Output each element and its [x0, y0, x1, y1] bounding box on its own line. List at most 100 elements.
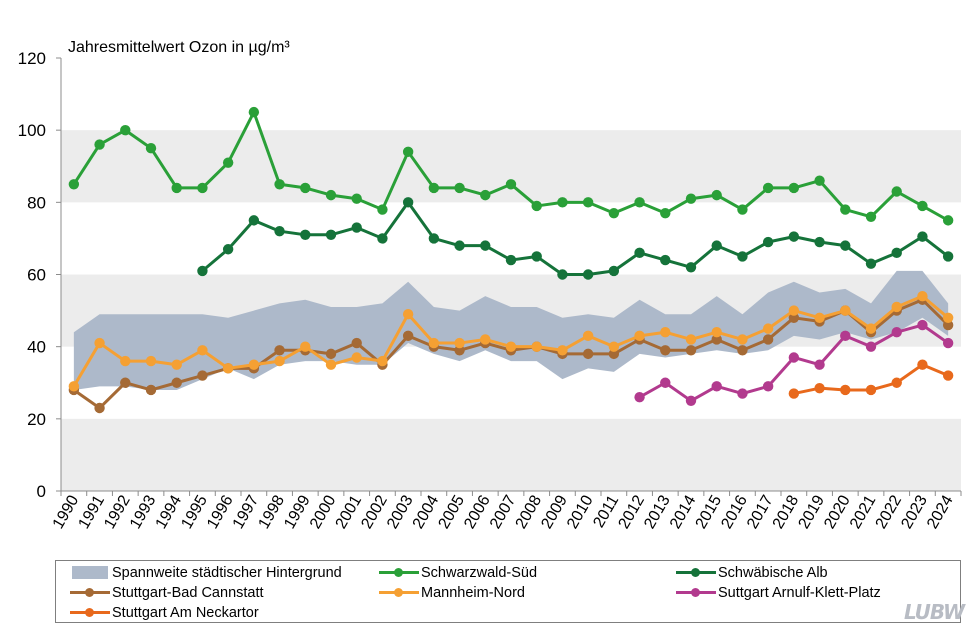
legend: Spannweite städtischer Hintergrund Schwar… — [55, 560, 961, 623]
x-tick-label: 2007 — [487, 492, 520, 531]
data-point — [222, 244, 234, 255]
legend-swatch — [379, 583, 419, 603]
legend-swatch — [70, 583, 110, 603]
data-point — [711, 381, 722, 392]
x-tick-label: 2015 — [693, 492, 726, 531]
data-point — [840, 204, 851, 215]
data-point — [94, 139, 105, 150]
y-tick-label: 20 — [27, 410, 46, 429]
grid-stripe — [61, 418, 961, 491]
x-tick-label: 2001 — [333, 492, 366, 531]
x-tick-label: 2008 — [513, 492, 546, 531]
data-point — [634, 247, 645, 259]
data-point — [634, 391, 645, 403]
data-point — [402, 308, 414, 320]
data-point — [582, 269, 594, 280]
data-point — [840, 384, 851, 396]
data-point — [197, 182, 208, 194]
y-axis-labels: 0 20 40 60 80 100 120 — [18, 49, 46, 501]
data-point — [788, 231, 800, 242]
range-band — [73, 270, 949, 390]
data-point — [222, 157, 234, 168]
x-tick-label: 2018 — [770, 492, 803, 531]
data-point — [660, 207, 671, 219]
x-tick-label: 2024 — [924, 492, 957, 531]
data-point — [171, 359, 182, 370]
data-point — [325, 229, 337, 241]
data-point — [917, 359, 928, 370]
data-point — [840, 330, 851, 342]
y-tick-label: 60 — [27, 266, 46, 285]
x-tick-label: 1998 — [256, 492, 289, 531]
series-suttgart-arnulf-klett-platz — [634, 319, 954, 406]
data-point — [145, 143, 157, 154]
legend-label: Schwäbische Alb — [718, 565, 828, 581]
data-point — [762, 236, 774, 248]
grid-stripe — [61, 130, 961, 203]
data-point — [480, 189, 491, 201]
data-point — [891, 186, 902, 197]
data-point — [737, 334, 748, 345]
x-tick-label: 1999 — [281, 492, 314, 531]
data-point — [891, 377, 902, 388]
data-point — [454, 345, 465, 356]
data-point — [942, 337, 954, 349]
series-layer — [68, 106, 954, 414]
legend-item-schw-bische-alb: Schwäbische Alb — [676, 563, 828, 583]
x-tick-label: 1997 — [230, 492, 263, 531]
y-tick-label: 40 — [27, 338, 46, 357]
x-tick-label: 2009 — [538, 492, 571, 531]
data-point — [942, 319, 954, 331]
data-point — [685, 345, 697, 356]
data-point — [325, 348, 337, 360]
data-point — [402, 146, 414, 158]
data-point — [788, 305, 800, 316]
data-point — [737, 388, 748, 399]
data-point — [377, 204, 388, 215]
data-point — [505, 179, 517, 190]
data-point — [762, 182, 774, 194]
data-point — [814, 175, 825, 186]
y-tick-label: 80 — [27, 193, 46, 212]
data-point — [814, 382, 825, 394]
data-point — [788, 182, 800, 194]
data-point — [891, 301, 902, 313]
data-point — [505, 254, 517, 266]
legend-swatch — [70, 563, 110, 583]
data-point — [505, 341, 517, 352]
data-point — [660, 377, 671, 388]
legend-item-stuttgart-bad-cannstatt: Stuttgart-Bad Cannstatt — [70, 583, 264, 603]
data-point — [145, 355, 157, 367]
legend-item-spannweite-st-dtischer-hintergrund: Spannweite städtischer Hintergrund — [70, 563, 342, 583]
data-point — [634, 197, 645, 208]
x-tick-label: 1990 — [50, 492, 83, 531]
data-point — [274, 355, 285, 367]
data-point — [891, 327, 902, 338]
data-point — [480, 334, 491, 345]
data-point — [788, 312, 800, 323]
x-tick-label: 1993 — [127, 492, 160, 531]
data-point — [711, 327, 722, 338]
data-point — [402, 330, 414, 342]
data-point — [634, 330, 645, 342]
data-point — [711, 240, 722, 251]
data-point — [788, 388, 800, 399]
data-point — [608, 348, 620, 360]
data-point — [454, 337, 465, 349]
data-point — [120, 124, 131, 136]
data-point — [840, 305, 851, 316]
data-point — [531, 341, 542, 352]
data-point — [171, 182, 182, 194]
data-point — [685, 334, 697, 345]
data-point — [737, 345, 748, 356]
data-point — [942, 312, 954, 323]
data-point — [762, 381, 774, 392]
y-tick-label: 0 — [37, 482, 46, 501]
data-point — [377, 355, 388, 367]
x-tick-label: 2003 — [384, 492, 417, 531]
data-point — [608, 207, 620, 219]
data-point — [582, 197, 594, 208]
data-point — [685, 395, 697, 406]
data-point — [300, 229, 311, 241]
data-point — [711, 334, 722, 345]
